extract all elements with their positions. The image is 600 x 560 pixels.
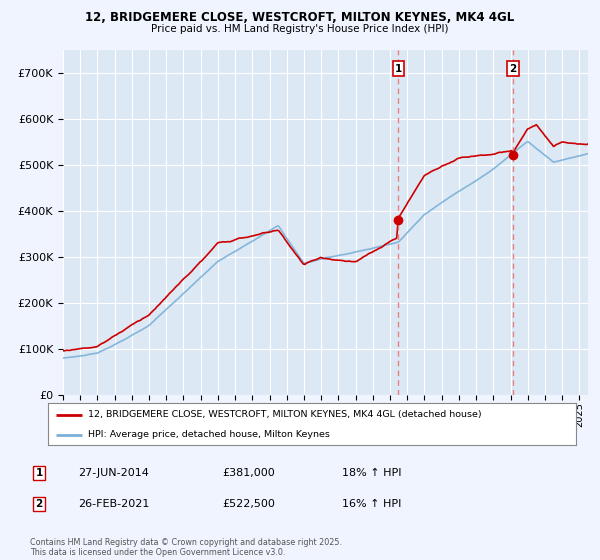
Text: 27-JUN-2014: 27-JUN-2014 <box>78 468 149 478</box>
Text: 2: 2 <box>509 64 517 74</box>
Text: Price paid vs. HM Land Registry's House Price Index (HPI): Price paid vs. HM Land Registry's House … <box>151 24 449 34</box>
Text: £522,500: £522,500 <box>222 499 275 509</box>
Text: 1: 1 <box>35 468 43 478</box>
Text: Contains HM Land Registry data © Crown copyright and database right 2025.
This d: Contains HM Land Registry data © Crown c… <box>30 538 342 557</box>
Text: 26-FEB-2021: 26-FEB-2021 <box>78 499 149 509</box>
Text: 16% ↑ HPI: 16% ↑ HPI <box>342 499 401 509</box>
Text: £381,000: £381,000 <box>222 468 275 478</box>
Text: 12, BRIDGEMERE CLOSE, WESTCROFT, MILTON KEYNES, MK4 4GL (detached house): 12, BRIDGEMERE CLOSE, WESTCROFT, MILTON … <box>88 410 481 419</box>
Text: HPI: Average price, detached house, Milton Keynes: HPI: Average price, detached house, Milt… <box>88 430 329 439</box>
Text: 18% ↑ HPI: 18% ↑ HPI <box>342 468 401 478</box>
Text: 1: 1 <box>395 64 402 74</box>
Text: 2: 2 <box>35 499 43 509</box>
Text: 12, BRIDGEMERE CLOSE, WESTCROFT, MILTON KEYNES, MK4 4GL: 12, BRIDGEMERE CLOSE, WESTCROFT, MILTON … <box>85 11 515 24</box>
